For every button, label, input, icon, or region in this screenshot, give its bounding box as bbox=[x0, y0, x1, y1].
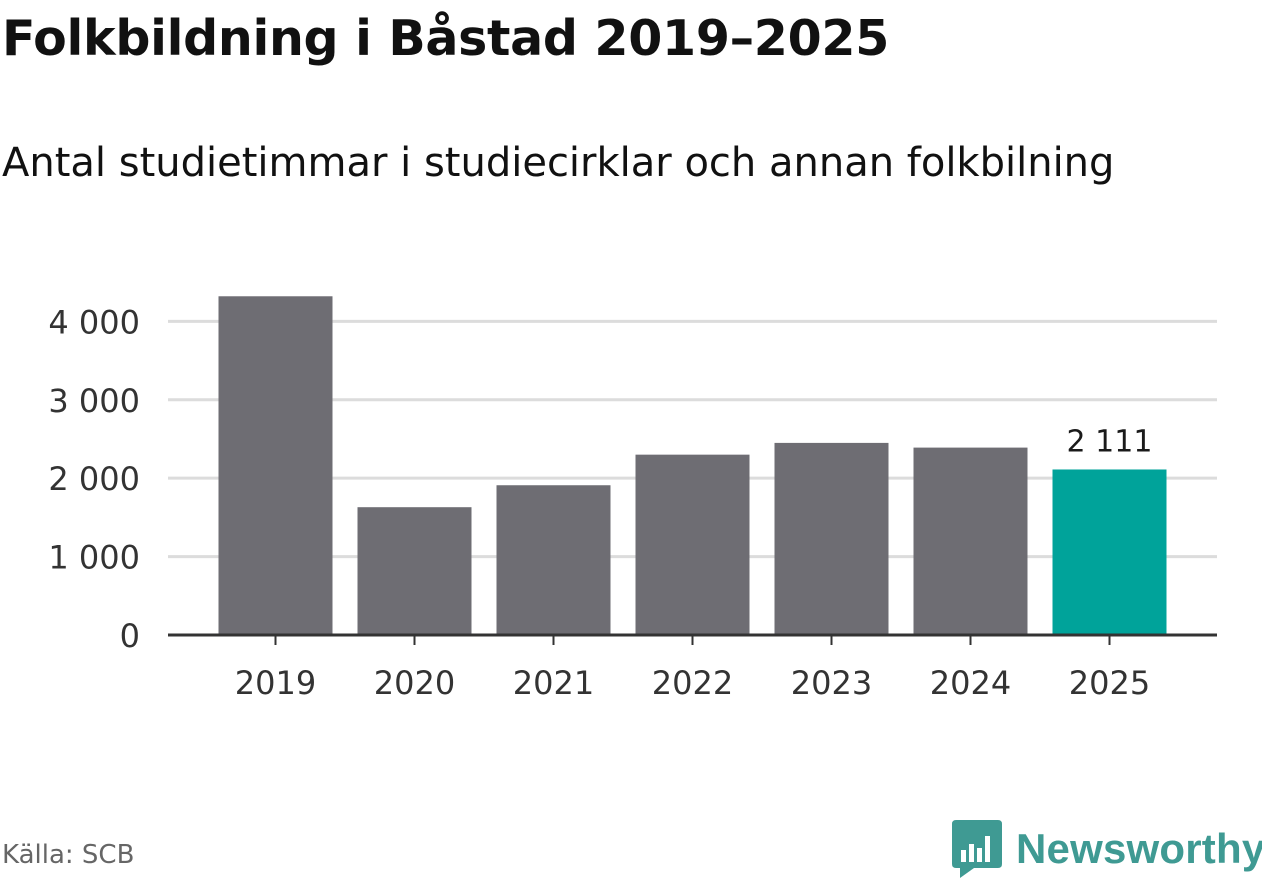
source-note: Källa: SCB bbox=[2, 840, 135, 870]
y-tick-label: 4 000 bbox=[48, 303, 140, 341]
x-tick-label: 2022 bbox=[652, 664, 733, 702]
x-tick-label: 2023 bbox=[791, 664, 872, 702]
y-tick-label: 3 000 bbox=[48, 382, 140, 420]
x-tick-label: 2019 bbox=[235, 664, 316, 702]
y-tick-label: 1 000 bbox=[48, 539, 140, 577]
bar-2020 bbox=[357, 507, 472, 635]
newsworthy-logo-icon bbox=[952, 820, 1002, 878]
x-axis-ticks: 2019 2020 2021 2022 2023 2024 2025 bbox=[235, 635, 1150, 702]
bar-2022 bbox=[635, 454, 750, 635]
y-axis-ticks: 0 1 000 2 000 3 000 4 000 bbox=[48, 303, 140, 655]
x-tick-label: 2025 bbox=[1069, 664, 1150, 702]
brand-logo: Newsworthy bbox=[952, 818, 1262, 880]
chart-subtitle: Antal studietimmar i studiecirklar och a… bbox=[2, 140, 1115, 186]
data-labels: 2 111 bbox=[1067, 424, 1153, 459]
brand-name: Newsworthy bbox=[1016, 825, 1262, 872]
y-tick-label: 0 bbox=[120, 617, 140, 655]
bar-2024 bbox=[913, 447, 1028, 635]
bars bbox=[218, 296, 1167, 635]
x-tick-label: 2021 bbox=[513, 664, 594, 702]
bar-2025 bbox=[1052, 469, 1167, 635]
x-tick-label: 2024 bbox=[930, 664, 1011, 702]
bar-2021 bbox=[496, 485, 611, 635]
bar-2023 bbox=[774, 442, 889, 635]
data-label: 2 111 bbox=[1067, 424, 1153, 459]
bar-2019 bbox=[218, 296, 333, 635]
y-tick-label: 2 000 bbox=[48, 460, 140, 498]
x-tick-label: 2020 bbox=[374, 664, 455, 702]
chart-title: Folkbildning i Båstad 2019–2025 bbox=[2, 10, 889, 67]
